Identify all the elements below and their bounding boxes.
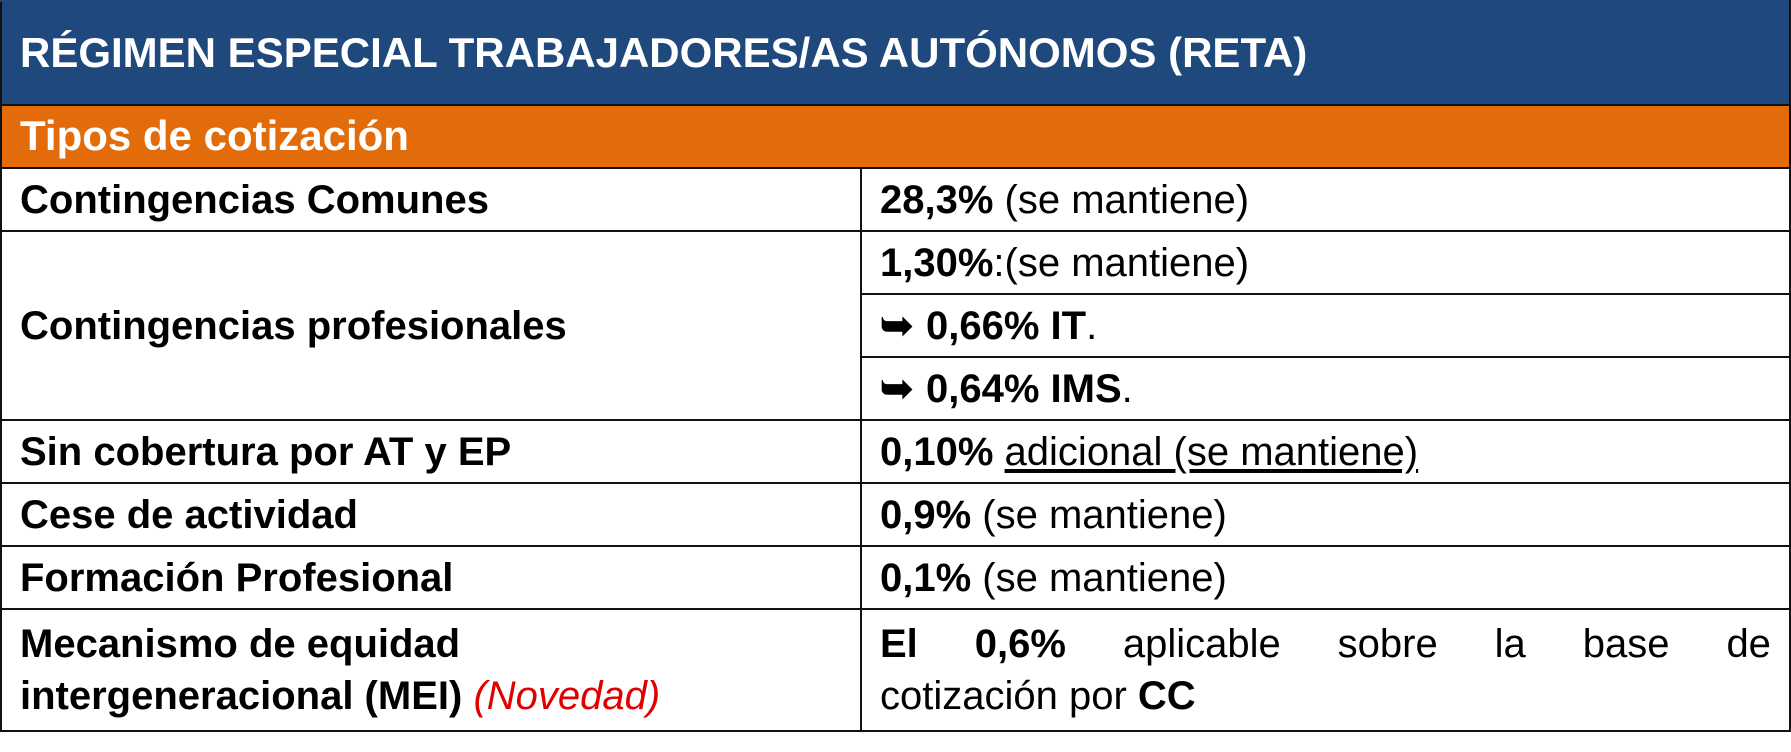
section-heading: Tipos de cotización <box>0 104 1791 169</box>
rate-value: 0,9% <box>880 492 972 537</box>
table-row-contingencias-comunes: Contingencias Comunes 28,3% (se mantiene… <box>0 167 1791 232</box>
row-value: 1,30%:(se mantiene) <box>859 230 1791 295</box>
table-row-formacion-profesional: Formación Profesional 0,1% (se mantiene) <box>0 545 1791 610</box>
row-value: 0,9% (se mantiene) <box>859 482 1791 547</box>
row-value: 28,3% (se mantiene) <box>859 167 1791 232</box>
row-value: 0,1% (se mantiene) <box>859 545 1791 610</box>
table-title: RÉGIMEN ESPECIAL TRABAJADORES/AS AUTÓNOM… <box>0 0 1791 106</box>
table-row-cese-actividad: Cese de actividad 0,9% (se mantiene) <box>0 482 1791 547</box>
rate-value: 28,3% <box>880 177 994 222</box>
right-hook-arrow-icon: ➥ <box>880 303 914 348</box>
section-row: Tipos de cotización <box>0 104 1791 169</box>
rate-value: 0,6% <box>974 622 1066 666</box>
rate-note: :(se mantiene) <box>993 240 1250 285</box>
row-label: Cese de actividad <box>0 482 862 547</box>
rate-note: . <box>1086 303 1098 348</box>
table-row-mei: Mecanismo de equidad intergeneracional (… <box>0 608 1791 732</box>
table-row-contingencias-profesionales: Contingencias profesionales 1,30%:(se ma… <box>0 230 1791 421</box>
row-value: ➥ 0,66% IT. <box>859 293 1791 358</box>
table-row-ims-breakdown: ➥ 0,64% IMS. <box>1 356 1791 421</box>
rate-value: 0,64% IMS <box>926 366 1122 411</box>
word-bold: CC <box>1137 674 1196 718</box>
rate-note: (se mantiene) <box>971 492 1227 537</box>
word: sobre <box>1337 622 1438 666</box>
row-label: Contingencias Comunes <box>0 167 862 232</box>
novelty-tag: (Novedad) <box>473 674 661 718</box>
word: la <box>1494 622 1526 666</box>
row-label: Contingencias profesionales <box>0 230 862 421</box>
contribution-rates-table: RÉGIMEN ESPECIAL TRABAJADORES/AS AUTÓNOM… <box>0 0 1791 732</box>
row-label-line2: intergeneracional (MEI) (Novedad) <box>20 670 842 722</box>
row-label: Sin cobertura por AT y EP <box>0 419 862 484</box>
title-row: RÉGIMEN ESPECIAL TRABAJADORES/AS AUTÓNOM… <box>0 0 1791 106</box>
rate-value: 1,30% <box>880 240 994 285</box>
rate-value: 0,66% IT <box>926 303 1087 348</box>
row-label-line1: Mecanismo de equidad <box>20 622 461 666</box>
rate-note: (se mantiene) <box>993 177 1250 222</box>
rate-value: 0,1% <box>880 555 972 600</box>
word: cotización por <box>880 674 1138 718</box>
row-label: Mecanismo de equidad intergeneracional (… <box>0 608 862 732</box>
row-value: El 0,6% aplicable sobre la base de cotiz… <box>859 608 1791 732</box>
word: El <box>880 622 918 666</box>
row-label-text: intergeneracional (MEI) <box>20 674 463 718</box>
rate-note: . <box>1121 366 1133 411</box>
table-row-it-breakdown: ➥ 0,66% IT. <box>1 293 1791 358</box>
rate-value: 0,10% <box>880 429 994 474</box>
rate-note: adicional (se mantiene) <box>1004 429 1419 474</box>
right-hook-arrow-icon: ➥ <box>880 366 914 411</box>
row-label: Formación Profesional <box>0 545 862 610</box>
rate-space <box>993 430 1004 474</box>
mei-description-line2: cotización por CC <box>880 670 1771 722</box>
mei-description-line1: El 0,6% aplicable sobre la base de <box>880 618 1771 670</box>
word: de <box>1726 622 1771 666</box>
table-row-sin-cobertura: Sin cobertura por AT y EP 0,10% adiciona… <box>0 419 1791 484</box>
word: aplicable <box>1122 622 1281 666</box>
row-value: ➥ 0,64% IMS. <box>859 356 1791 421</box>
rate-note: (se mantiene) <box>971 555 1227 600</box>
row-value: 0,10% adicional (se mantiene) <box>859 419 1791 484</box>
word: base <box>1582 622 1670 666</box>
